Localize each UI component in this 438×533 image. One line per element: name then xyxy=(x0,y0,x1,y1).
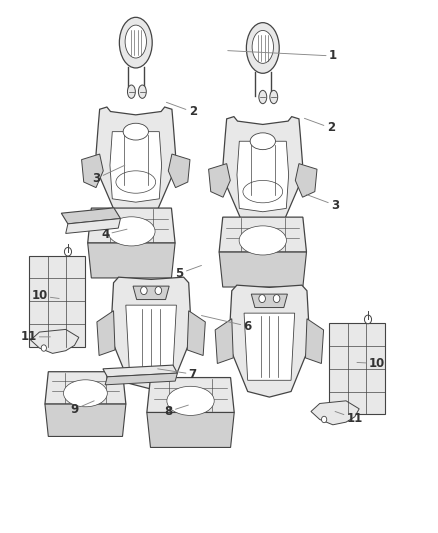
Ellipse shape xyxy=(64,380,107,407)
Text: 10: 10 xyxy=(31,289,59,302)
Text: 3: 3 xyxy=(307,195,339,212)
Text: 7: 7 xyxy=(158,368,197,381)
Ellipse shape xyxy=(259,295,265,303)
Polygon shape xyxy=(88,243,175,278)
Text: 9: 9 xyxy=(71,401,94,416)
Polygon shape xyxy=(29,256,85,347)
Polygon shape xyxy=(295,164,317,197)
Ellipse shape xyxy=(41,345,46,351)
Ellipse shape xyxy=(239,226,286,255)
Polygon shape xyxy=(147,377,234,413)
Polygon shape xyxy=(168,154,190,188)
Polygon shape xyxy=(81,154,103,188)
Ellipse shape xyxy=(123,123,148,140)
Text: 2: 2 xyxy=(166,102,197,118)
Ellipse shape xyxy=(138,85,146,99)
Ellipse shape xyxy=(108,217,155,246)
Ellipse shape xyxy=(64,247,71,256)
Ellipse shape xyxy=(141,287,147,295)
Ellipse shape xyxy=(250,133,276,150)
Polygon shape xyxy=(230,285,309,397)
Ellipse shape xyxy=(270,90,278,104)
Polygon shape xyxy=(97,311,115,356)
Polygon shape xyxy=(61,208,120,224)
Polygon shape xyxy=(66,219,120,233)
Polygon shape xyxy=(223,117,303,231)
Polygon shape xyxy=(96,107,176,221)
Text: 5: 5 xyxy=(176,265,201,280)
Ellipse shape xyxy=(364,315,371,324)
Ellipse shape xyxy=(243,180,283,203)
Text: 8: 8 xyxy=(165,405,188,418)
Polygon shape xyxy=(305,319,324,364)
Ellipse shape xyxy=(155,287,162,295)
Polygon shape xyxy=(31,329,79,353)
Polygon shape xyxy=(251,294,287,308)
Polygon shape xyxy=(111,277,191,389)
Text: 2: 2 xyxy=(304,118,335,134)
Polygon shape xyxy=(45,404,126,437)
Polygon shape xyxy=(329,323,385,415)
Polygon shape xyxy=(45,372,126,404)
Text: 11: 11 xyxy=(20,330,50,343)
Polygon shape xyxy=(147,413,234,447)
Ellipse shape xyxy=(246,22,279,73)
Ellipse shape xyxy=(259,90,267,104)
Ellipse shape xyxy=(167,386,214,415)
Polygon shape xyxy=(110,132,162,202)
Polygon shape xyxy=(244,313,295,381)
Polygon shape xyxy=(187,311,205,356)
Polygon shape xyxy=(215,319,233,364)
Text: 6: 6 xyxy=(201,316,251,333)
Ellipse shape xyxy=(116,171,155,193)
Polygon shape xyxy=(105,373,177,385)
Ellipse shape xyxy=(252,30,273,63)
Polygon shape xyxy=(219,217,307,252)
Polygon shape xyxy=(237,141,289,212)
Ellipse shape xyxy=(127,85,135,99)
Polygon shape xyxy=(88,208,175,243)
Text: 3: 3 xyxy=(92,165,125,185)
Text: 11: 11 xyxy=(335,411,363,425)
Ellipse shape xyxy=(321,416,327,423)
Polygon shape xyxy=(311,401,359,425)
Text: 4: 4 xyxy=(101,228,127,241)
Ellipse shape xyxy=(273,295,280,303)
Polygon shape xyxy=(133,286,169,300)
Ellipse shape xyxy=(119,17,152,68)
Polygon shape xyxy=(219,252,307,287)
Polygon shape xyxy=(126,305,177,372)
Ellipse shape xyxy=(125,25,146,58)
Polygon shape xyxy=(208,164,230,197)
Polygon shape xyxy=(103,365,177,377)
Text: 10: 10 xyxy=(357,357,385,370)
Text: 1: 1 xyxy=(228,50,337,62)
